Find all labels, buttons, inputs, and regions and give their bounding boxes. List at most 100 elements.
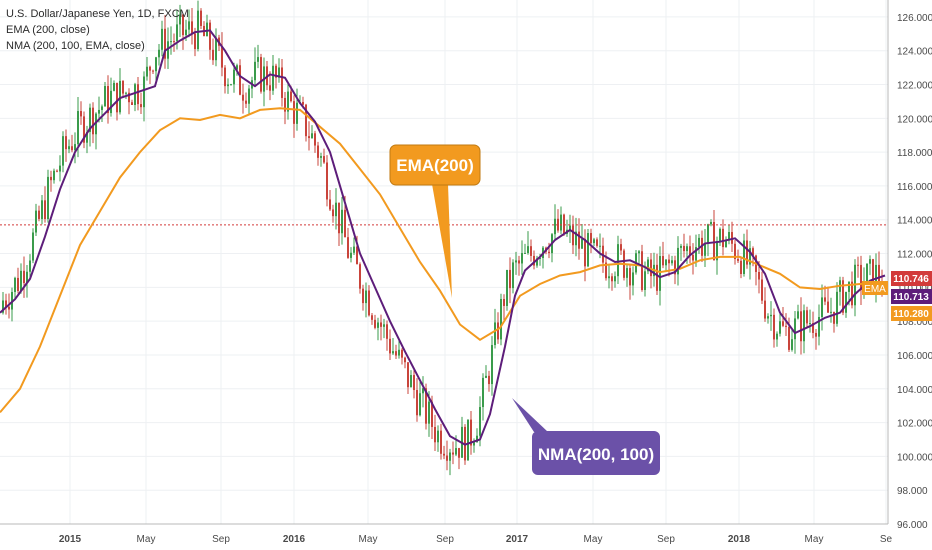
- candle-body: [497, 322, 499, 340]
- candle-body: [680, 245, 682, 248]
- candle-body: [167, 41, 169, 59]
- candle-body: [197, 10, 199, 50]
- candle-body: [824, 297, 826, 302]
- candle-body: [638, 251, 640, 254]
- candle-body: [137, 84, 139, 105]
- candle-body: [431, 401, 433, 427]
- candle-body: [683, 245, 685, 252]
- candle-body: [344, 209, 346, 238]
- nma-200-100-line: [0, 29, 886, 446]
- candle-body: [836, 291, 838, 324]
- candle-body: [818, 316, 820, 337]
- candle-body: [296, 102, 298, 124]
- candle-body: [608, 276, 610, 279]
- candle-body: [182, 14, 184, 36]
- y-tick-label: 98.000: [897, 486, 928, 497]
- x-tick-label: 2018: [728, 534, 751, 545]
- ema-200-line: [0, 107, 881, 414]
- candle-body: [455, 448, 457, 455]
- candle-body: [317, 145, 319, 158]
- x-tick-label: 2016: [283, 534, 306, 545]
- candle-body: [776, 333, 778, 340]
- candle-body: [74, 144, 76, 151]
- candle-body: [404, 357, 406, 363]
- candle-body: [698, 237, 700, 248]
- candle-body: [605, 262, 607, 279]
- y-axis-ticks[interactable]: 96.000 98.000 100.000 102.000 104.000 106.000…: [897, 13, 932, 531]
- candle-body: [272, 65, 274, 91]
- candle-body: [173, 41, 175, 43]
- candle-body: [107, 86, 109, 114]
- candle-body: [122, 80, 124, 94]
- candle-body: [581, 238, 583, 249]
- candle-body: [2, 300, 4, 313]
- candle-body: [821, 297, 823, 317]
- grid-lines: [0, 0, 888, 525]
- candle-body: [26, 271, 28, 284]
- candle-body: [284, 97, 286, 112]
- candle-body: [878, 264, 880, 282]
- candle-body: [116, 82, 118, 113]
- candle-body: [458, 448, 460, 458]
- candle-body: [764, 300, 766, 319]
- nma-badge-label: 110.713: [893, 292, 929, 303]
- nma-callout: NMA(200, 100): [512, 398, 660, 475]
- candle-body: [146, 66, 148, 77]
- candle-body: [467, 419, 469, 461]
- candle-body: [32, 232, 34, 261]
- x-axis-ticks[interactable]: 2015 May Sep 2016 May Sep 2017 May Sep 2018 May Se: [59, 534, 893, 545]
- candle-body: [314, 133, 316, 146]
- y-tick-label: 102.000: [897, 419, 932, 430]
- candle-body: [860, 264, 862, 290]
- candle-body: [236, 65, 238, 70]
- candle-body: [611, 276, 613, 282]
- candle-body: [575, 231, 577, 246]
- candle-body: [38, 210, 40, 219]
- candle-body: [710, 222, 712, 225]
- candle-body: [707, 224, 709, 244]
- candle-body: [473, 442, 475, 446]
- candle-body: [194, 33, 196, 50]
- candle-body: [806, 310, 808, 324]
- candle-body: [281, 67, 283, 98]
- ema-tag-box: [862, 281, 888, 295]
- candle-body: [758, 271, 760, 280]
- candle-body: [614, 276, 616, 282]
- candle-body: [767, 316, 769, 319]
- x-tick-label: Sep: [436, 534, 454, 545]
- candle-body: [536, 258, 538, 266]
- candle-body: [134, 84, 136, 106]
- candle-body: [509, 269, 511, 289]
- y-tick-label: 100.000: [897, 452, 932, 463]
- candle-body: [62, 136, 64, 166]
- candle-body: [233, 69, 235, 85]
- candle-body: [368, 290, 370, 316]
- candle-body: [524, 252, 526, 254]
- candle-body: [563, 214, 565, 234]
- candle-body: [65, 136, 67, 150]
- candle-body: [833, 311, 835, 324]
- candle-body: [491, 345, 493, 385]
- price-badges: 110.746 EMA 110.713 110.280: [862, 271, 932, 321]
- candle-body: [305, 104, 307, 137]
- candle-body: [506, 269, 508, 306]
- candle-body: [209, 22, 211, 50]
- ema-callout: EMA(200): [389, 144, 481, 298]
- candle-body: [77, 111, 79, 145]
- y-tick-label: 114.000: [897, 216, 932, 227]
- candle-body: [401, 349, 403, 358]
- candle-body: [341, 209, 343, 234]
- x-tick-label: Se: [880, 534, 893, 545]
- candle-body: [206, 22, 208, 37]
- legend-ema: EMA (200, close): [6, 24, 90, 36]
- candle-body: [689, 246, 691, 255]
- candle-body: [737, 259, 739, 261]
- candle-body: [488, 375, 490, 385]
- candle-body: [665, 259, 667, 266]
- candle-body: [788, 326, 790, 350]
- candle-body: [356, 246, 358, 265]
- candle-body: [143, 76, 145, 108]
- candle-body: [176, 24, 178, 42]
- candle-body: [332, 209, 334, 217]
